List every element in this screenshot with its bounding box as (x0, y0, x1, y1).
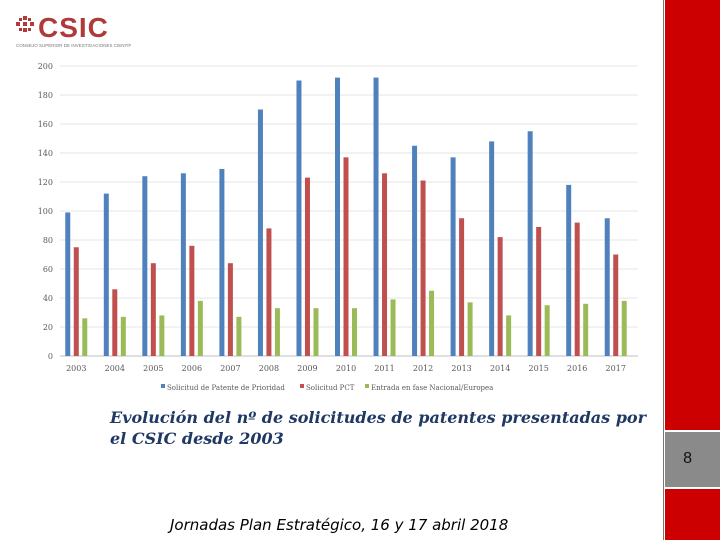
y-tick-label: 0 (48, 352, 53, 361)
x-tick-label: 2013 (451, 364, 471, 373)
bar-fase-nacional (159, 315, 165, 356)
legend-swatch (365, 384, 369, 388)
bar-prioridad (450, 157, 456, 356)
bar-prioridad (604, 218, 610, 356)
patent-bar-chart: 0 20 40 60 80 100 120 140 160 180 200 2003 2004 2005 2… (38, 62, 638, 392)
bar-pct (343, 157, 349, 356)
bar-fase-nacional (236, 316, 242, 356)
x-tick-label: 2011 (374, 364, 394, 373)
y-tick-label: 140 (38, 149, 53, 158)
right-bar-divider (663, 0, 664, 540)
y-tick-label: 160 (38, 120, 53, 129)
x-tick-label: 2009 (297, 364, 317, 373)
bar-pct (304, 177, 310, 356)
bar-prioridad (65, 212, 71, 356)
x-tick-label: 2017 (606, 364, 626, 373)
bar-fase-nacional (621, 300, 627, 356)
bar-pct (420, 180, 426, 356)
bar-fase-nacional (274, 308, 280, 356)
right-decorative-bar: 8 (663, 0, 720, 540)
bar-pct (112, 289, 118, 356)
y-tick-label: 80 (43, 236, 53, 245)
x-tick-label: 2015 (528, 364, 548, 373)
bar-prioridad (296, 80, 302, 356)
bar-prioridad (489, 141, 495, 356)
bar-pct (497, 237, 503, 356)
bar-fase-nacional (467, 302, 473, 356)
x-tick-label: 2003 (66, 364, 86, 373)
bar-pct (459, 218, 465, 356)
y-tick-label: 120 (38, 178, 53, 187)
bar-prioridad (180, 173, 186, 356)
legend-label: Solicitud PCT (306, 384, 355, 392)
legend-label: Solicitud de Patente de Prioridad (167, 384, 285, 392)
bar-fase-nacional (429, 290, 435, 356)
x-tick-label: 2007 (220, 364, 240, 373)
bar-fase-nacional (352, 308, 357, 356)
bar-fase-nacional (82, 318, 88, 356)
bar-pct (574, 222, 580, 356)
legend-swatch (300, 384, 304, 388)
y-tick-label: 20 (43, 323, 53, 332)
bar-prioridad (257, 109, 263, 356)
bar-pct (189, 245, 195, 356)
x-tick-label: 2005 (143, 364, 163, 373)
right-bar-red-bottom (665, 489, 720, 540)
page-number: 8 (683, 450, 692, 467)
bar-prioridad (373, 77, 379, 356)
footer-text: Jornadas Plan Estratégico, 16 y 17 abril… (170, 516, 509, 534)
legend-label: Entrada en fase Nacional/Europea (371, 384, 493, 392)
x-tick-label: 2012 (413, 364, 433, 373)
csic-emblem-icon (16, 16, 34, 32)
x-tick-label: 2014 (490, 364, 510, 373)
bar-prioridad (219, 168, 225, 356)
x-tick-label: 2008 (259, 364, 279, 373)
y-tick-label: 60 (43, 265, 53, 274)
csic-logo: CSIC CONSEJO SUPERIOR DE INVESTIGACIONES… (16, 12, 131, 50)
bar-fase-nacional (390, 299, 396, 356)
bar-fase-nacional (583, 303, 589, 356)
page-number-box: 8 (665, 432, 720, 487)
y-tick-label: 200 (38, 62, 53, 71)
x-tick-label: 2010 (336, 364, 356, 373)
bar-pct (73, 247, 79, 356)
bar-prioridad (103, 193, 109, 356)
y-tick-label: 40 (43, 294, 53, 303)
bar-pct (227, 263, 233, 356)
bar-prioridad (527, 131, 533, 356)
chart-caption: Evolución del nº de solicitudes de paten… (110, 408, 646, 448)
bar-prioridad (142, 176, 148, 356)
right-bar-red-top (665, 0, 720, 430)
x-tick-label: 2016 (567, 364, 587, 373)
y-tick-label: 100 (38, 207, 53, 216)
x-tick-label: 2004 (105, 364, 125, 373)
bar-fase-nacional (313, 308, 319, 356)
bar-pct (536, 226, 542, 356)
bar-pct (613, 254, 619, 356)
x-tick-label: 2006 (182, 364, 202, 373)
bar-fase-nacional (120, 316, 126, 356)
bar-pct (150, 263, 156, 356)
bar-fase-nacional (544, 305, 550, 356)
logo-text: CSIC (38, 12, 109, 43)
bar-fase-nacional (197, 300, 203, 356)
bar-prioridad (335, 77, 340, 356)
bar-pct (382, 173, 388, 356)
bar-prioridad (412, 145, 418, 356)
y-tick-label: 180 (38, 91, 53, 100)
legend-swatch (161, 384, 165, 388)
bar-fase-nacional (506, 315, 512, 356)
logo-subtitle: CONSEJO SUPERIOR DE INVESTIGACIONES CIEN… (16, 43, 131, 48)
bar-pct (266, 228, 272, 356)
bar-prioridad (566, 184, 572, 356)
